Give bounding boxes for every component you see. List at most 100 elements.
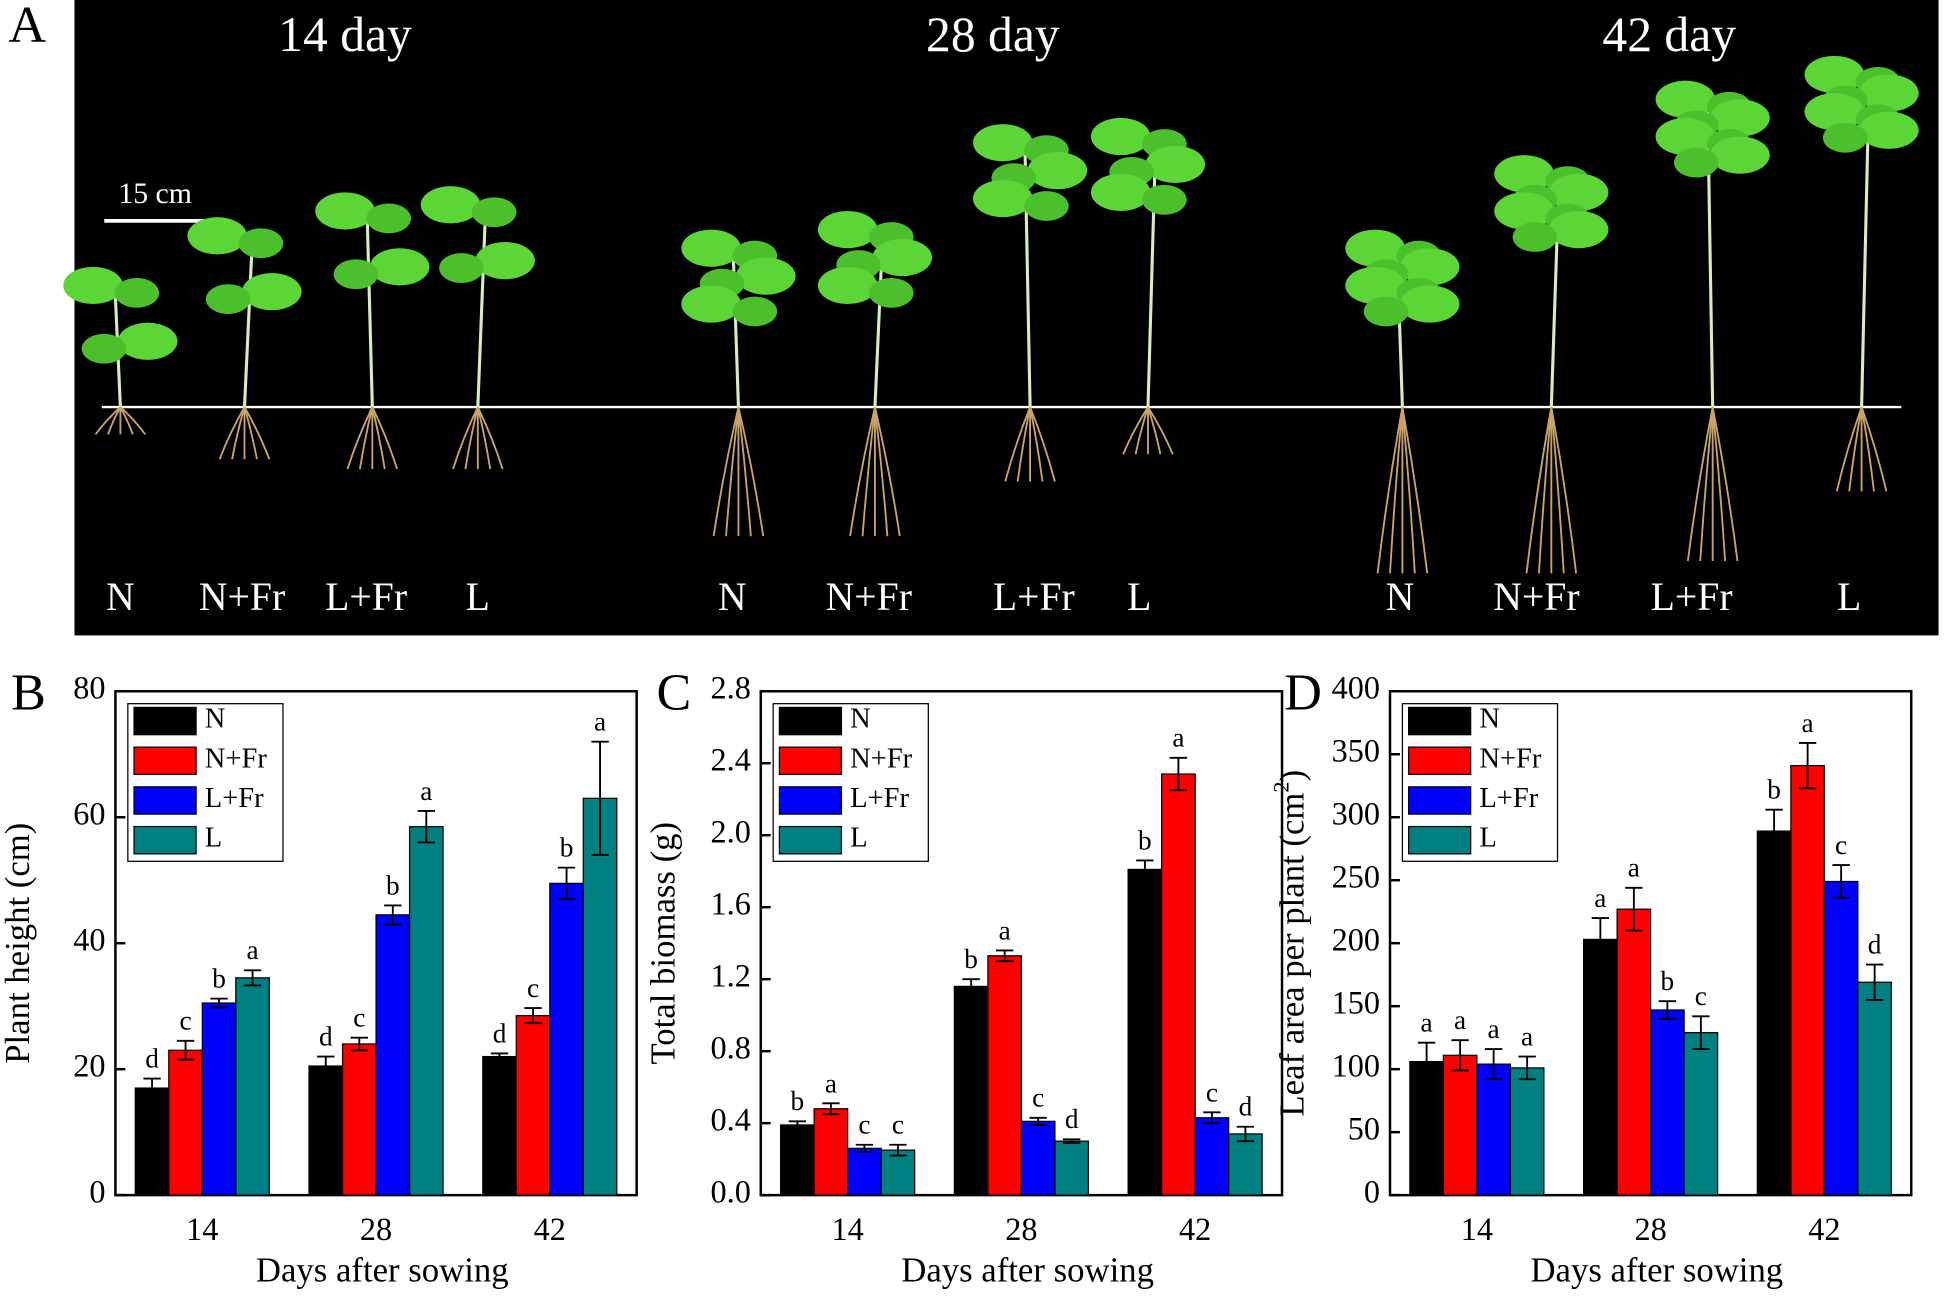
x-tick-label: 42: [1179, 1211, 1211, 1247]
bar: [408, 826, 444, 1196]
y-tick-label: 40: [73, 922, 105, 958]
root: [358, 406, 374, 470]
root: [371, 406, 399, 470]
error-bar: [1451, 1039, 1469, 1072]
root: [1699, 406, 1714, 562]
root: [243, 406, 271, 460]
y-tick-label: 400: [1332, 670, 1380, 706]
bar: [375, 914, 411, 1196]
leaf: [366, 203, 412, 234]
error-bar: [855, 1143, 874, 1153]
bar: [308, 1065, 344, 1196]
y-axis-label-part: 2: [1268, 781, 1293, 792]
root: [712, 406, 740, 537]
y-tick-label: 20: [73, 1048, 105, 1084]
error-bar: [1798, 741, 1817, 790]
error-bar: [1062, 1138, 1081, 1144]
x-tick-label: 28: [360, 1211, 392, 1247]
treatment-label: N: [1386, 575, 1415, 619]
root: [346, 406, 374, 470]
error-bar: [1484, 1048, 1503, 1081]
y-tick-label: 0: [89, 1174, 105, 1210]
treatment-label: L+Fr: [993, 575, 1075, 619]
y-axis-label-part: ): [1273, 770, 1312, 782]
error-bar: [384, 904, 402, 926]
legend-label: L: [1479, 823, 1496, 854]
leaf: [420, 186, 481, 224]
leaf: [973, 124, 1033, 162]
root: [464, 406, 479, 470]
significance-letter: b: [560, 833, 574, 863]
legend-label: L+Fr: [1479, 783, 1538, 814]
significance-letter: c: [1695, 981, 1707, 1011]
root: [861, 406, 876, 537]
stem: [242, 248, 254, 408]
legend-label: N: [1479, 704, 1500, 735]
root: [1711, 406, 1739, 562]
error-bar: [1765, 808, 1783, 854]
y-tick-label: 350: [1332, 733, 1380, 769]
y-tick-label: 0.4: [711, 1102, 751, 1138]
root: [231, 406, 246, 460]
legend-swatch: [1407, 706, 1472, 736]
root: [874, 406, 901, 537]
significance-letter: b: [1767, 775, 1781, 805]
error-bar: [1625, 886, 1643, 932]
y-tick-label: 150: [1332, 985, 1380, 1021]
root: [1401, 406, 1416, 574]
y-tick-label: 1.6: [711, 886, 751, 922]
significance-letter: c: [1032, 1083, 1044, 1113]
significance-letter: b: [1138, 825, 1152, 855]
significance-letter: c: [1835, 830, 1847, 860]
significance-letter: d: [1868, 930, 1882, 960]
bar: [582, 797, 618, 1196]
root: [1029, 406, 1056, 482]
leaf: [817, 210, 878, 249]
leaf: [1710, 136, 1770, 174]
legend-swatch: [778, 746, 843, 776]
bar: [1054, 1140, 1090, 1196]
leaf: [872, 238, 933, 277]
y-tick-label: 2.4: [711, 742, 751, 778]
significance-letter: b: [1661, 966, 1675, 996]
legend-swatch: [778, 786, 843, 815]
significance-letter: a: [1594, 883, 1606, 913]
root: [1848, 406, 1863, 492]
day-title: 42 day: [1602, 7, 1736, 62]
leaf: [81, 333, 127, 364]
y-tick-label: 300: [1332, 796, 1380, 832]
y-tick-label: 50: [1348, 1111, 1380, 1147]
significance-letter: a: [825, 1068, 837, 1098]
x-tick-label: 42: [534, 1211, 566, 1247]
legend-swatch: [133, 746, 197, 776]
x-tick-label: 14: [1461, 1211, 1493, 1247]
error-bar: [1865, 963, 1884, 1001]
error-bar: [1417, 1041, 1436, 1082]
leaf: [1363, 296, 1409, 327]
leaf: [114, 277, 160, 308]
significance-letter: a: [1521, 1021, 1533, 1051]
bar: [953, 985, 989, 1196]
legend-swatch: [133, 706, 197, 736]
x-tick-label: 28: [1005, 1211, 1037, 1247]
root: [1550, 406, 1578, 574]
root: [1711, 406, 1727, 562]
significance-letter: a: [1172, 723, 1184, 753]
leaf: [1145, 145, 1206, 184]
leaf: [681, 229, 741, 267]
bar: [1194, 1117, 1230, 1196]
leaf: [732, 296, 778, 327]
legend-swatch: [133, 786, 197, 815]
leaf: [1142, 184, 1187, 215]
root: [737, 406, 752, 537]
photo-background: [74, 0, 1939, 636]
day-title: 28 day: [926, 7, 1060, 62]
bar: [1790, 764, 1825, 1196]
root: [1376, 406, 1404, 574]
significance-letter: a: [247, 935, 259, 965]
bar: [1161, 773, 1196, 1196]
significance-letter: c: [1206, 1077, 1218, 1107]
bar: [987, 955, 1023, 1196]
stem: [365, 223, 374, 408]
significance-letter: b: [386, 870, 400, 900]
